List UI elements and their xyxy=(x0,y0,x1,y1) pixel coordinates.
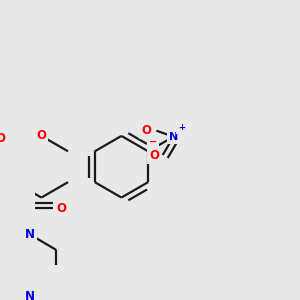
Text: +: + xyxy=(178,123,185,132)
Text: N: N xyxy=(25,228,35,241)
Text: N: N xyxy=(169,132,178,142)
Text: O: O xyxy=(0,132,6,145)
Text: O: O xyxy=(142,124,152,137)
Text: N: N xyxy=(25,290,35,300)
Text: O: O xyxy=(57,202,67,215)
Text: −: − xyxy=(149,136,158,146)
Text: O: O xyxy=(36,129,46,142)
Text: O: O xyxy=(149,148,159,161)
